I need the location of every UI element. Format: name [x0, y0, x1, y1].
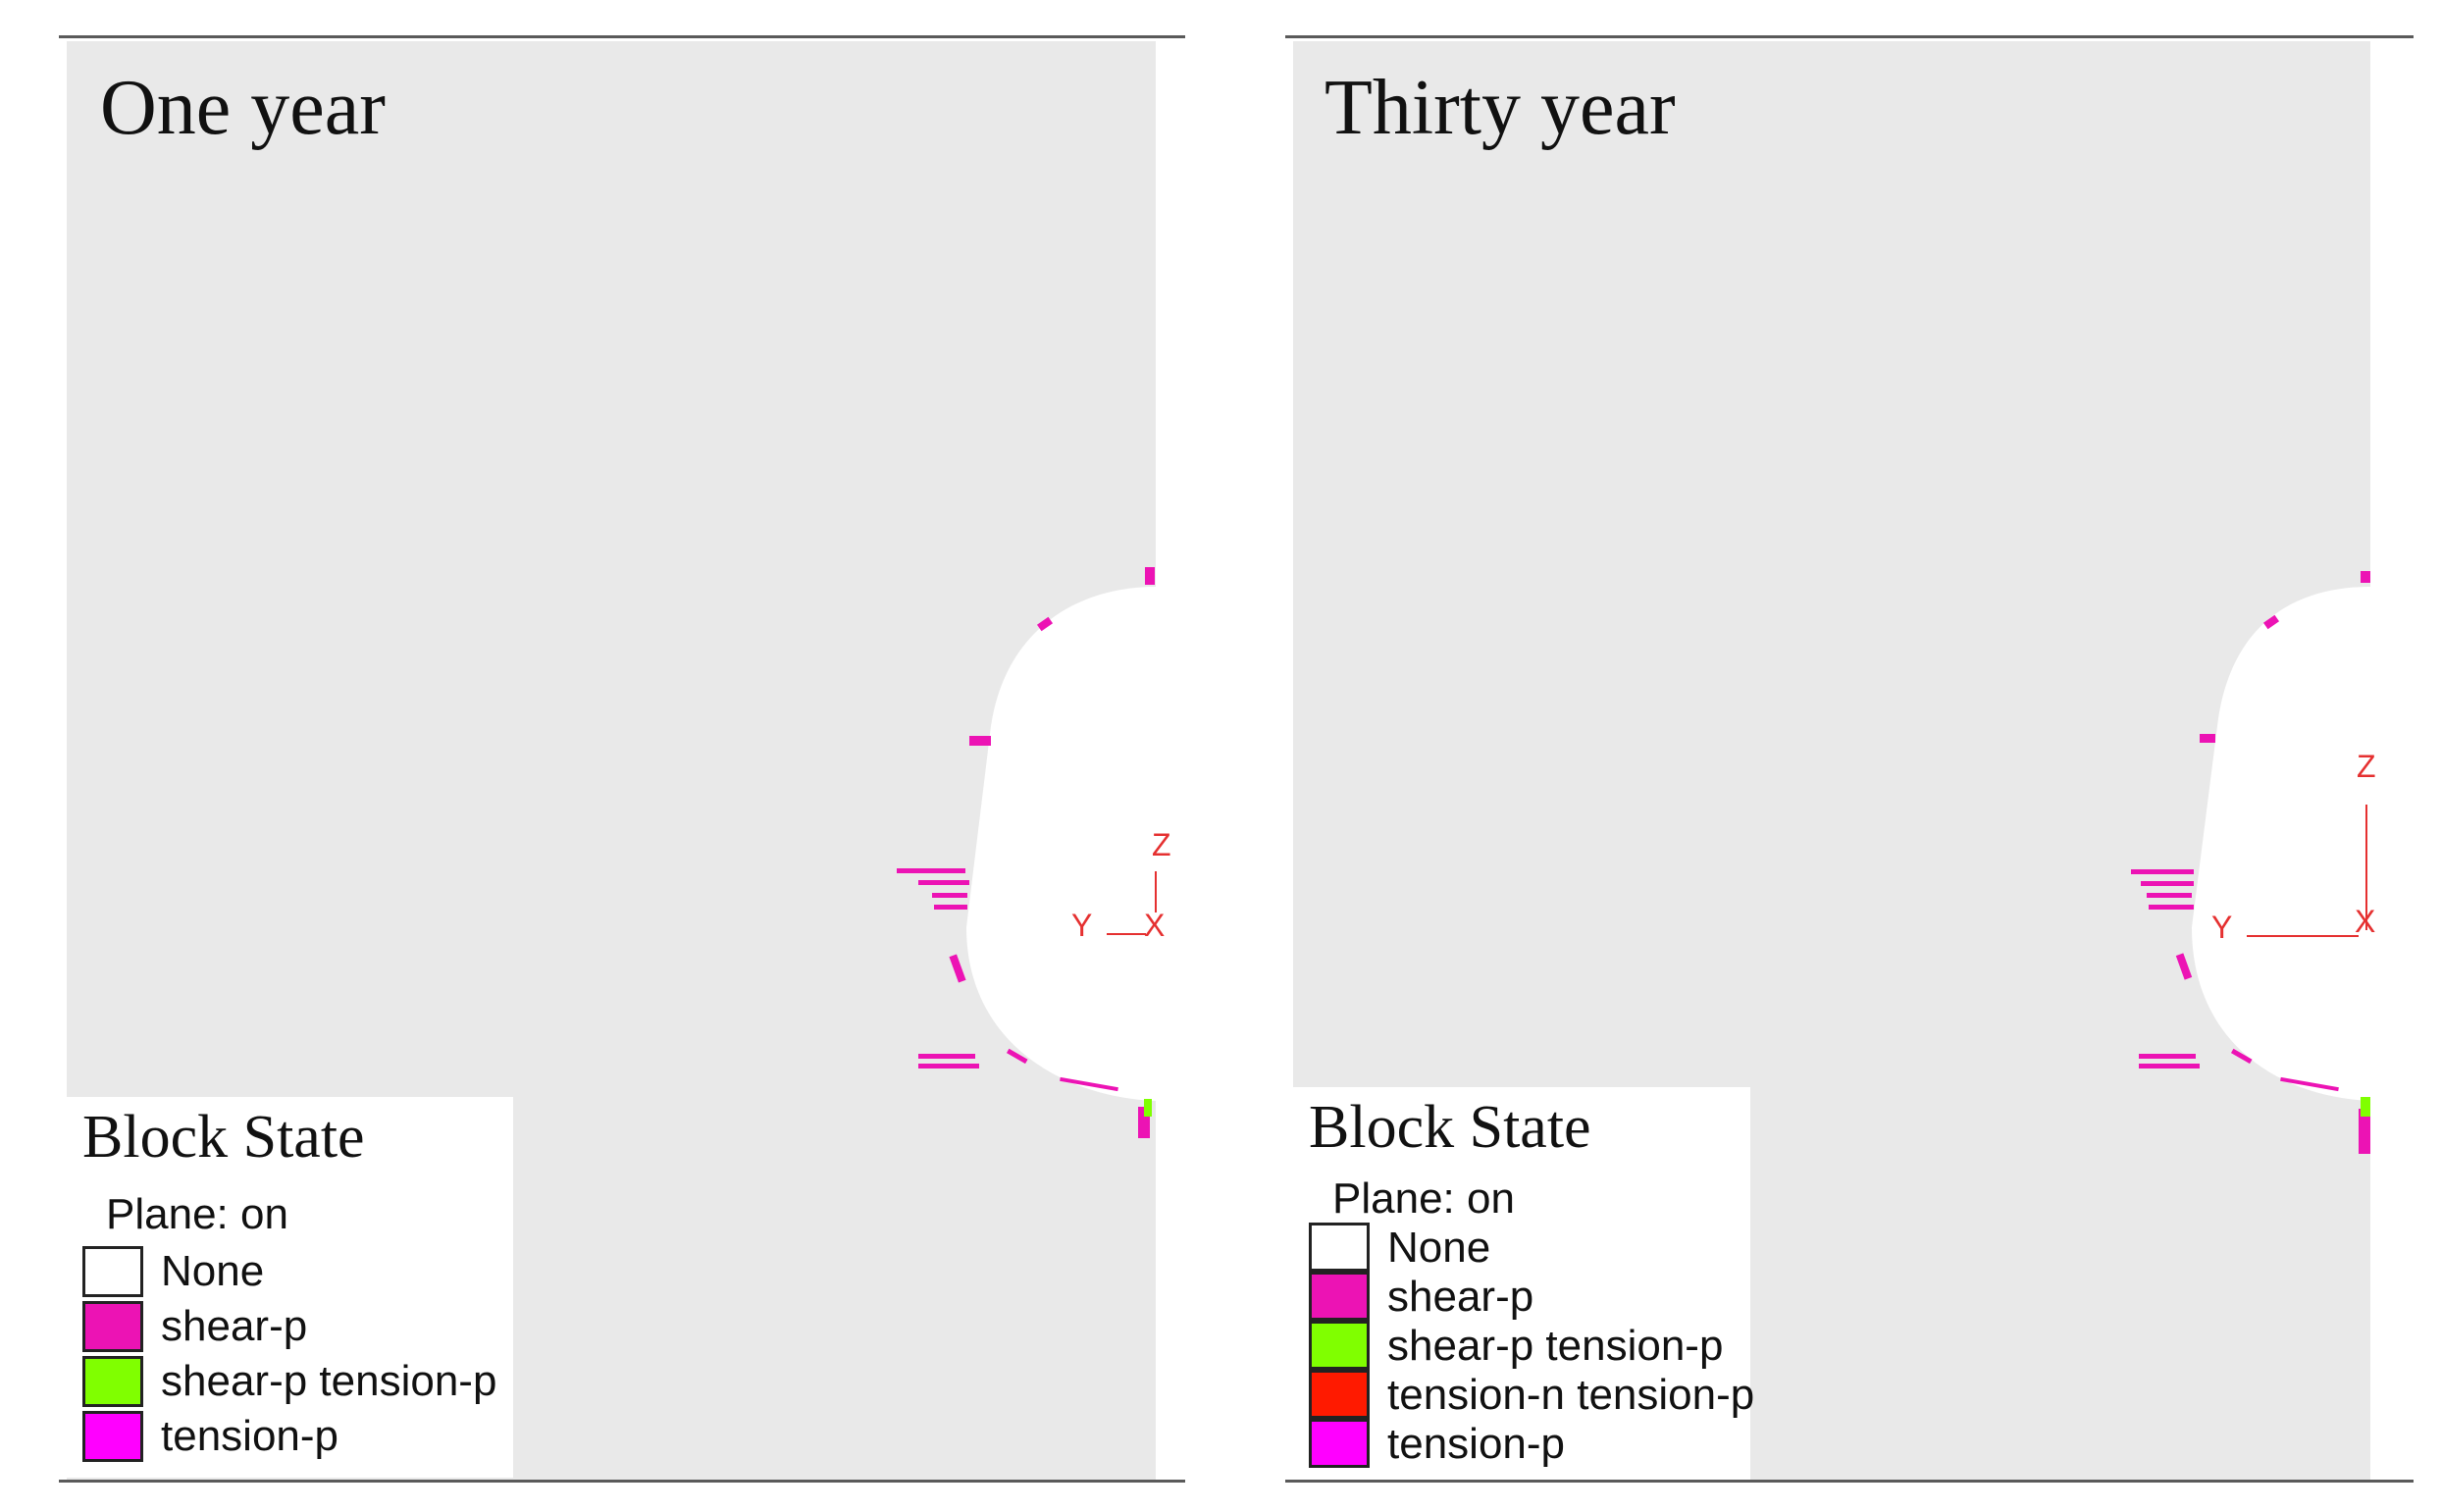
- legend-swatch: [1309, 1223, 1370, 1272]
- axis-z-label: Z: [2357, 749, 2376, 784]
- tunnel-model-view: Z Y X: [2131, 571, 2376, 1154]
- legend-swatch: [1309, 1321, 1370, 1370]
- legend-plane-status: Plane: on: [106, 1190, 288, 1238]
- axis-y-label: Y: [2211, 910, 2232, 945]
- legend-label: tension-n tension-p: [1387, 1371, 1755, 1419]
- legend-label: tension-p: [161, 1412, 339, 1460]
- top-border: [1285, 35, 2414, 38]
- axis-z-label: Z: [1152, 827, 1171, 862]
- tunnel-excavation: [966, 587, 1156, 1101]
- legend-label: shear-p: [161, 1302, 308, 1350]
- legend-label: shear-p: [1387, 1273, 1534, 1321]
- shear-tension-marker: [1144, 1099, 1152, 1117]
- top-border: [59, 35, 1185, 38]
- panel-one-year: Z Y X One year Block State Plane: on Non…: [0, 0, 1220, 1512]
- legend-label: None: [161, 1247, 265, 1295]
- axis-x-label: X: [1144, 908, 1165, 943]
- bottom-border: [59, 1480, 1185, 1483]
- tunnel-excavation: [2192, 587, 2370, 1101]
- bottom-border: [1285, 1480, 2414, 1483]
- axis-x-label: X: [2355, 904, 2375, 939]
- yield-markers: [2131, 571, 2370, 1154]
- legend-label: tension-p: [1387, 1420, 1566, 1468]
- legend-plane-status: Plane: on: [1332, 1174, 1515, 1223]
- legend-swatch: [82, 1411, 143, 1462]
- axis-triad: Z Y X: [2211, 749, 2376, 945]
- legend-swatch: [1309, 1419, 1370, 1468]
- legend-swatch: [1309, 1272, 1370, 1321]
- legend-swatch: [82, 1356, 143, 1407]
- panel-title: One year: [100, 65, 386, 151]
- legend-heading: Block State: [1309, 1094, 1591, 1161]
- legend: Block State Plane: on None shear-p shear…: [67, 1097, 513, 1478]
- legend: Block State Plane: on None shear-p shear…: [1293, 1087, 1754, 1480]
- panel-title: Thirty year: [1324, 65, 1676, 151]
- axis-y-label: Y: [1071, 908, 1092, 943]
- legend-label: shear-p tension-p: [161, 1357, 497, 1405]
- legend-heading: Block State: [82, 1104, 365, 1171]
- axis-triad: Z Y X: [1071, 827, 1171, 943]
- legend-label: None: [1387, 1224, 1491, 1272]
- legend-swatch: [82, 1301, 143, 1352]
- shear-tension-marker: [2361, 1097, 2370, 1117]
- legend-swatch: [82, 1246, 143, 1297]
- panel-thirty-year: Z Y X Thirty year Block State Plane: on …: [1220, 0, 2441, 1512]
- legend-swatch: [1309, 1370, 1370, 1419]
- legend-label: shear-p tension-p: [1387, 1322, 1724, 1370]
- tunnel-model-view: Z Y X: [897, 567, 1171, 1138]
